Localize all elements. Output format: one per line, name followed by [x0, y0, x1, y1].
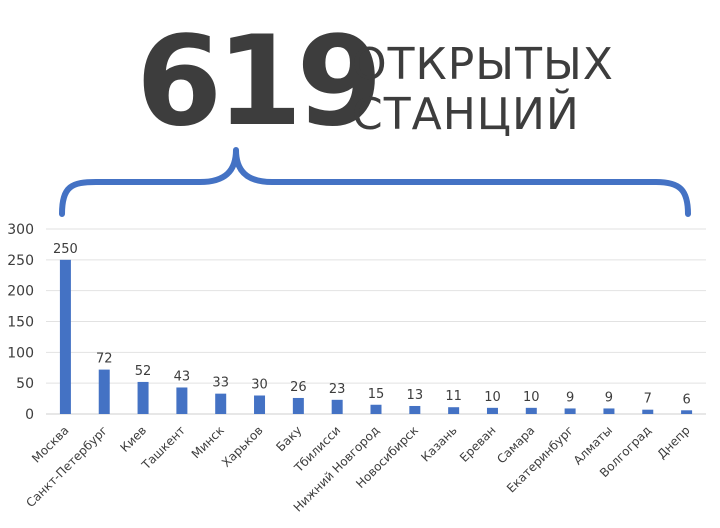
x-tick-label: Екатеринбург [504, 423, 576, 495]
data-label: 11 [445, 389, 462, 404]
bars [59, 259, 693, 414]
y-tick-label: 150 [7, 315, 34, 331]
bar [525, 407, 537, 414]
x-tick-label: Казань [418, 423, 459, 464]
bar [98, 369, 110, 414]
bar [331, 399, 343, 414]
data-label: 43 [174, 369, 191, 384]
bar [642, 409, 654, 414]
data-label: 250 [53, 242, 78, 257]
bar [409, 405, 421, 414]
bar [448, 407, 460, 414]
header: 619 ОТКРЫТЫХ СТАНЦИЙ [0, 0, 720, 150]
bar [59, 259, 71, 414]
bar [137, 381, 149, 414]
x-tick-label: Минск [189, 423, 227, 461]
x-tick-label: Харьков [219, 423, 266, 470]
data-labels: 250 72 52 43 33 30 26 23 15 13 11 10 10 9 9 7 6 [53, 242, 691, 407]
data-label: 33 [212, 376, 229, 391]
y-tick-label: 200 [7, 284, 34, 300]
total-stations-number: 619 [136, 10, 383, 154]
data-label: 23 [329, 382, 346, 397]
bar [564, 408, 576, 414]
caption-line-1: ОТКРЫТЫХ [352, 39, 614, 90]
data-label: 10 [484, 390, 501, 405]
data-label: 26 [290, 380, 307, 395]
data-label: 52 [135, 364, 152, 379]
bar [603, 408, 615, 414]
y-tick-label: 50 [16, 376, 34, 392]
x-tick-label: Днепр [654, 423, 692, 461]
data-label: 72 [96, 352, 113, 367]
bar [370, 404, 382, 414]
caption-line-2: СТАНЦИЙ [352, 89, 580, 140]
data-label: 10 [523, 390, 540, 405]
bar [292, 397, 304, 414]
data-label: 7 [644, 392, 652, 407]
y-tick-label: 100 [7, 345, 34, 361]
y-tick-label: 250 [7, 253, 34, 269]
gridlines [46, 228, 706, 415]
x-tick-label: Ереван [457, 423, 499, 465]
data-label: 15 [368, 387, 385, 402]
y-tick-label: 0 [25, 407, 34, 423]
data-label: 9 [605, 390, 613, 405]
data-label: 9 [566, 390, 574, 405]
y-tick-label: 300 [7, 222, 34, 238]
y-axis: 0 50 100 150 200 250 300 [7, 222, 34, 423]
bar [176, 387, 188, 414]
data-label: 30 [251, 378, 268, 393]
bar [486, 407, 498, 414]
data-label: 6 [682, 392, 690, 407]
bar [681, 410, 693, 414]
data-label: 13 [407, 388, 424, 403]
bar [215, 393, 227, 414]
total-stations-caption: ОТКРЫТЫХ СТАНЦИЙ [352, 40, 614, 140]
curly-brace [59, 147, 691, 217]
x-tick-label: Баку [273, 423, 304, 454]
bar [254, 395, 266, 414]
x-tick-label: Киев [118, 423, 150, 455]
